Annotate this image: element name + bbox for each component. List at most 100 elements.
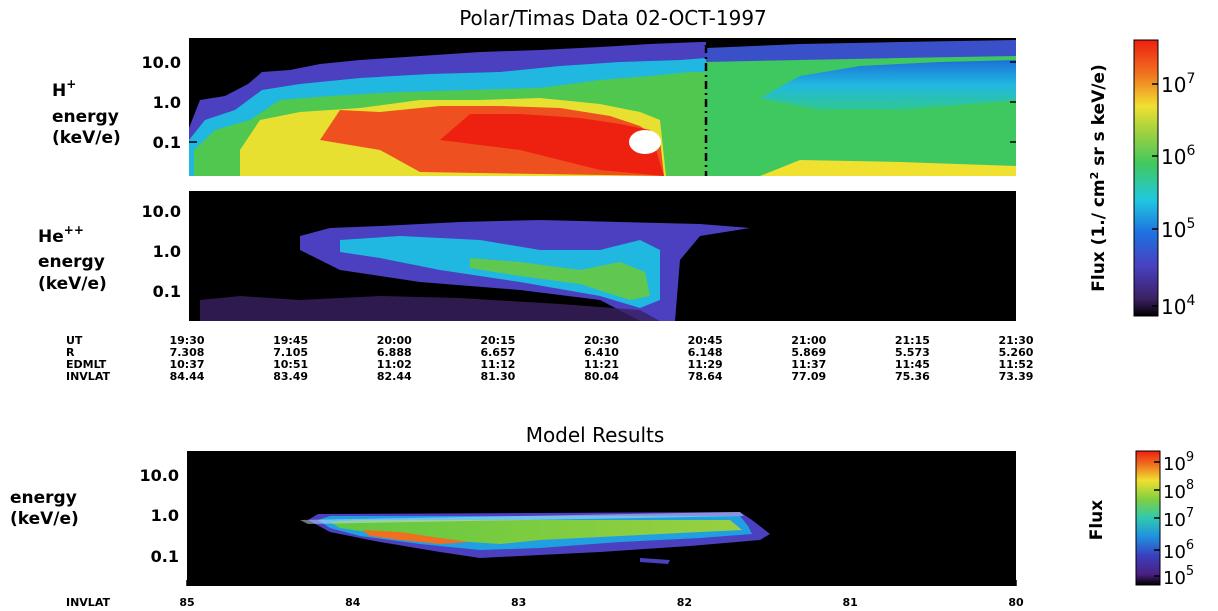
ephemeris-cell: 21:00 xyxy=(791,334,826,347)
he-symbol: He xyxy=(38,227,64,247)
ephemeris-cell: 82.44 xyxy=(377,370,412,383)
model-ytick-label: 1.0 xyxy=(151,506,179,525)
colorbar-2-tick-label: 108 xyxy=(1163,478,1194,503)
ephemeris-cell: 20:30 xyxy=(584,334,619,347)
ephemeris-cell: 84.44 xyxy=(170,370,205,383)
h-plus-ytick-label: 10.0 xyxy=(142,53,181,72)
model-x-ticks: 85 84 83 82 81 80 xyxy=(179,580,1024,609)
ephemeris-row-label: UT xyxy=(66,334,83,347)
colorbar-1-tick-label: 106 xyxy=(1161,143,1195,169)
ephemeris-cell: 5.573 xyxy=(895,346,930,359)
colorbar-2-label: Flux xyxy=(1087,500,1107,541)
h-plus-ytick-label: 1.0 xyxy=(153,93,181,112)
ephemeris-cell: 7.105 xyxy=(273,346,308,359)
ephemeris-cell: 11:45 xyxy=(895,358,930,371)
h-plus-label: H+ energy (keV/e) xyxy=(52,77,121,148)
colorbar-1-tick-label: 104 xyxy=(1161,293,1195,319)
chart-title: Polar/Timas Data 02-OCT-1997 xyxy=(459,6,767,30)
ephemeris-cell: 19:30 xyxy=(169,334,204,347)
he-panel: 10.0 1.0 0.1 xyxy=(142,191,1016,321)
he-energy-label: energy xyxy=(38,252,105,272)
ephemeris-row-label: R xyxy=(66,346,75,359)
ephemeris-table: UT 19:30 19:45 20:00 20:15 20:30 20:45 21:00 21:… xyxy=(66,334,1034,383)
h-plus-right-top xyxy=(706,40,1016,62)
model-xtick-label: 82 xyxy=(677,596,692,609)
ephemeris-cell: 81.30 xyxy=(480,370,515,383)
h-plus-right-yellow xyxy=(760,160,1016,176)
ephemeris-cell: 78.64 xyxy=(688,370,723,383)
ephemeris-cell: 11:29 xyxy=(688,358,723,371)
ephemeris-cell: 77.09 xyxy=(791,370,826,383)
model-xtick-label: 84 xyxy=(345,596,361,609)
ephemeris-cell: 6.148 xyxy=(688,346,723,359)
ephemeris-row-label: EDMLT xyxy=(66,358,107,371)
ephemeris-cell: 5.869 xyxy=(791,346,826,359)
he-ytick-label: 0.1 xyxy=(153,282,181,301)
he-label: He++ energy (keV/e) xyxy=(38,223,107,294)
ephemeris-cell: 83.49 xyxy=(273,370,308,383)
ephemeris-cell: 11:12 xyxy=(480,358,515,371)
h-plus-unit-label: (keV/e) xyxy=(52,128,121,148)
colorbar-1-label: Flux (1./ cm2 sr s keV/e) xyxy=(1088,64,1109,291)
he-ytick-label: 10.0 xyxy=(142,202,181,221)
svg-text:H+: H+ xyxy=(52,77,76,101)
colorbar-1-tick-label: 105 xyxy=(1161,216,1195,242)
ephemeris-cell: 20:45 xyxy=(688,334,723,347)
colorbar-2-tick-label: 107 xyxy=(1163,506,1194,531)
h-plus-right-blue xyxy=(760,60,1016,110)
ephemeris-cell: 80.04 xyxy=(584,370,619,383)
model-ytick-label: 10.0 xyxy=(140,466,179,485)
ephemeris-cell: 11:02 xyxy=(377,358,412,371)
model-xtick-label: 81 xyxy=(843,596,858,609)
ephemeris-cell: 21:15 xyxy=(895,334,930,347)
model-unit-label: (keV/e) xyxy=(10,509,79,529)
model-panel: 10.0 1.0 0.1 xyxy=(140,451,1016,586)
he-charge: ++ xyxy=(64,223,84,237)
ephemeris-cell: 7.308 xyxy=(170,346,205,359)
ephemeris-cell: 6.410 xyxy=(584,346,619,359)
colorbar-1-tick-label: 107 xyxy=(1161,71,1195,97)
colorbar-1: 107 106 105 104 Flux (1./ cm2 sr s keV/e) xyxy=(1088,39,1195,319)
ephemeris-cell: 19:45 xyxy=(273,334,308,347)
ephemeris-cell: 11:52 xyxy=(998,358,1033,371)
model-xtick-label: 83 xyxy=(511,596,526,609)
model-x-label: INVLAT xyxy=(66,596,110,609)
ephemeris-cell: 10:51 xyxy=(273,358,308,371)
model-xtick-label: 80 xyxy=(1008,596,1024,609)
ephemeris-cell: 11:21 xyxy=(584,358,619,371)
ephemeris-cell: 6.888 xyxy=(377,346,412,359)
h-plus-red xyxy=(440,114,664,176)
h-plus-charge: + xyxy=(66,77,76,91)
model-spot xyxy=(640,558,670,564)
ephemeris-cell: 75.36 xyxy=(895,370,930,383)
h-plus-energy-label: energy xyxy=(52,107,119,127)
h-plus-ytick-label: 0.1 xyxy=(153,133,181,152)
ephemeris-cell: 10:37 xyxy=(169,358,204,371)
model-energy-label: energy xyxy=(10,488,77,508)
colorbar-1-bar xyxy=(1133,39,1159,317)
model-title: Model Results xyxy=(526,423,665,447)
ephemeris-cell: 6.657 xyxy=(480,346,515,359)
colorbar-2-tick-label: 105 xyxy=(1163,564,1194,589)
ephemeris-cell: 20:15 xyxy=(480,334,515,347)
ephemeris-row-label: INVLAT xyxy=(66,370,110,383)
model-label: energy (keV/e) xyxy=(10,488,79,529)
model-xtick-label: 85 xyxy=(179,596,194,609)
h-plus-panel: 10.0 1.0 0.1 xyxy=(142,38,1016,176)
colorbar-2-tick-label: 106 xyxy=(1163,538,1194,563)
ephemeris-cell: 73.39 xyxy=(999,370,1034,383)
svg-text:He++: He++ xyxy=(38,223,84,247)
ephemeris-cell: 21:30 xyxy=(998,334,1033,347)
h-plus-saturation xyxy=(629,130,661,154)
he-unit-label: (keV/e) xyxy=(38,274,107,294)
model-edge xyxy=(300,512,744,524)
colorbar-2-tick-label: 109 xyxy=(1163,450,1194,475)
h-plus-symbol: H xyxy=(52,81,66,101)
model-orange xyxy=(362,530,470,544)
ephemeris-cell: 11:37 xyxy=(791,358,826,371)
ephemeris-cell: 20:00 xyxy=(377,334,412,347)
ephemeris-cell: 5.260 xyxy=(999,346,1034,359)
he-ytick-label: 1.0 xyxy=(153,242,181,261)
